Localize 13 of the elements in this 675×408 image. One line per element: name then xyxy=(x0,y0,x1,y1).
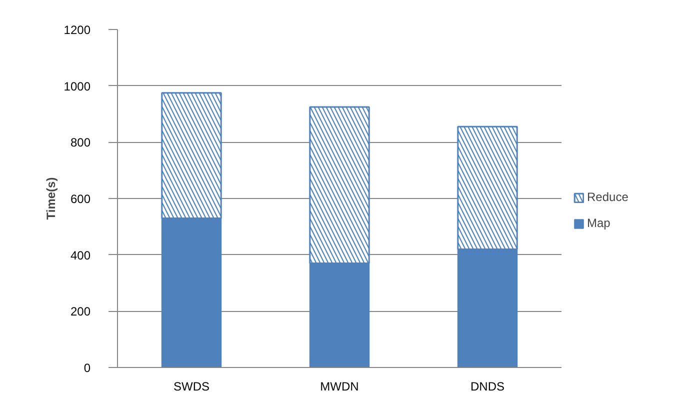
y-tick-label: 0 xyxy=(84,361,91,375)
legend-label: Reduce xyxy=(587,190,628,204)
x-tick-label: MWDN xyxy=(320,380,359,394)
y-tick-label: 800 xyxy=(70,136,91,150)
legend-label: Map xyxy=(587,216,610,230)
y-tick-label: 1200 xyxy=(64,23,91,37)
y-tick-label: 600 xyxy=(70,192,91,206)
x-tick-label: SWDS xyxy=(174,380,210,394)
y-axis-title: Time(s) xyxy=(44,177,58,220)
y-tick-label: 200 xyxy=(70,304,91,319)
y-tick-label: 1000 xyxy=(64,79,91,94)
x-tick-label: DNDS xyxy=(470,380,505,394)
y-tick-label: 400 xyxy=(70,248,91,262)
